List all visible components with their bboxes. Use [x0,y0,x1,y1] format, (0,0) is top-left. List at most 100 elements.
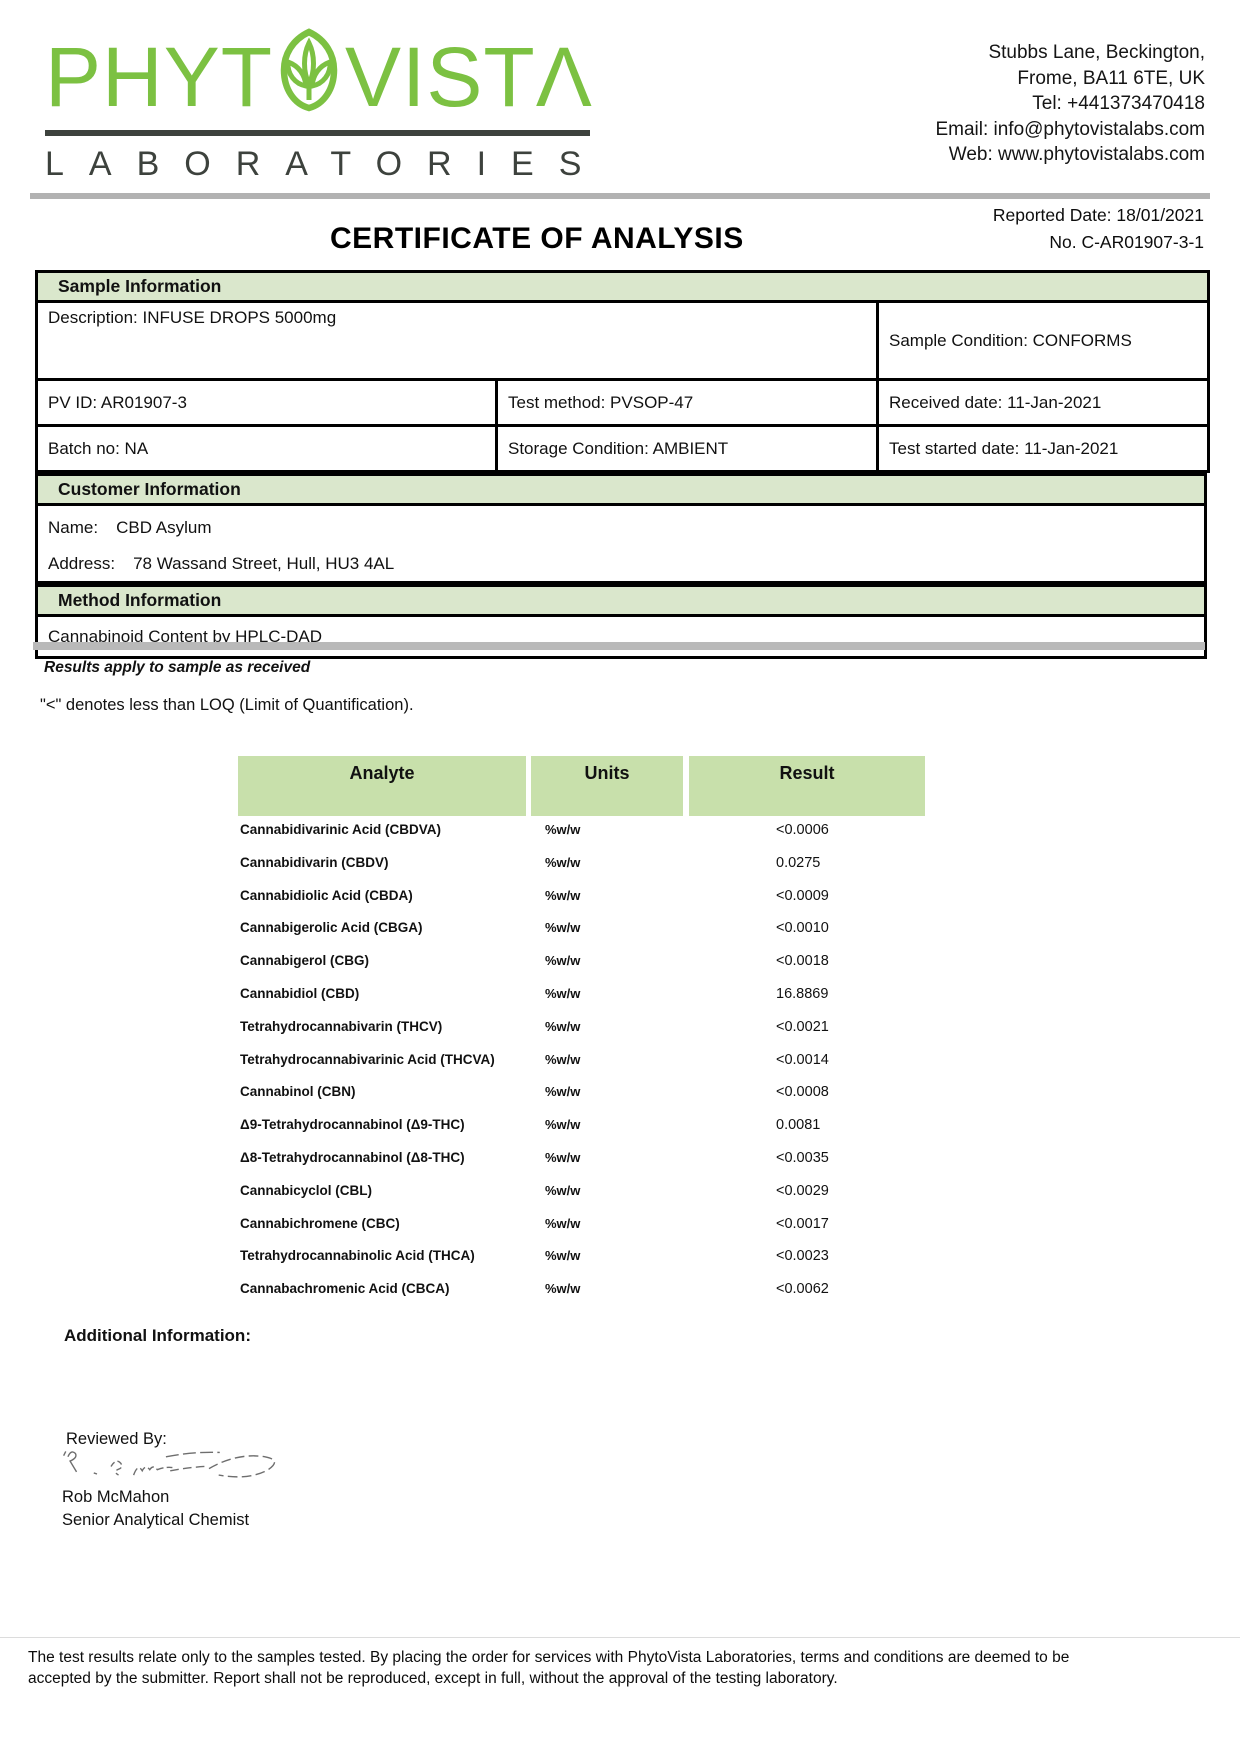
customer-name-line: Name: CBD Asylum [48,518,1194,538]
analyte-name: Δ8-Tetrahydrocannabinol (Δ8-THC) [240,1149,465,1165]
phytovista-logo: PHYT VIST Λ LABORATORIES [45,28,605,184]
test-method: Test method: PVSOP-47 [495,378,879,427]
result-value: <0.0062 [776,1281,829,1298]
results-table-body: Cannabidivarinic Acid (CBDVA) %w/w <0.00… [238,822,925,1314]
sample-information-table: Sample Information Description: INFUSE D… [35,270,1210,473]
logo-text-last: Λ [535,29,593,124]
test-started-date: Test started date: 11-Jan-2021 [876,424,1210,473]
analyte-name: Δ9-Tetrahydrocannabinol (Δ9-THC) [240,1117,465,1133]
table-row: Cannabigerolic Acid (CBGA) %w/w <0.0010 [238,920,925,953]
analyte-name: Cannabidivarinic Acid (CBDVA) [240,822,442,837]
contact-email: Email: info@phytovistalabs.com [935,118,1205,140]
reviewer-name: Rob McMahon [62,1488,170,1506]
page-title: CERTIFICATE OF ANALYSIS [330,222,744,255]
sample-condition: Sample Condition: CONFORMS [876,300,1210,381]
results-table-header: Analyte Units Result [238,756,925,816]
logo-text-pre: PHYT [45,29,274,124]
customer-information-heading: Customer Information [35,473,1207,506]
analyte-name: Cannabinol (CBN) [240,1084,356,1100]
analyte-name: Cannabicyclol (CBL) [240,1182,373,1198]
table-row: Tetrahydrocannabivarinic Acid (THCVA) %w… [238,1052,925,1085]
column-header-analyte: Analyte [238,756,526,816]
analyte-name: Cannabichromene (CBC) [240,1215,400,1231]
customer-name-label: Name: [48,518,99,537]
contact-phone: Tel: +441373470418 [1032,93,1205,114]
table-row: Cannabidivarin (CBDV) %w/w 0.0275 [238,855,925,888]
units-value: %w/w [545,1182,581,1198]
table-row: Δ9-Tetrahydrocannabinol (Δ9-THC) %w/w 0.… [238,1117,925,1150]
analyte-name: Cannabidivarin (CBDV) [240,854,389,870]
result-value: <0.0008 [776,1084,829,1101]
leaf-icon [276,28,342,125]
customer-name: CBD Asylum [116,518,212,537]
footer-disclaimer: The test results relate only to the samp… [28,1649,1070,1687]
header-divider [30,193,1210,199]
customer-address-line: Address: 78 Wassand Street, Hull, HU3 4AL [48,554,1194,574]
result-value: <0.0009 [776,887,829,904]
table-row: Cannabinol (CBN) %w/w <0.0008 [238,1084,925,1117]
table-row: Cannabidiol (CBD) %w/w 16.8869 [238,986,925,1019]
analyte-name: Tetrahydrocannabivarinic Acid (THCVA) [240,1051,495,1067]
information-tables: Sample Information Description: INFUSE D… [35,270,1210,659]
analyte-name: Cannabigerolic Acid (CBGA) [240,920,423,936]
units-value: %w/w [545,920,581,936]
analyte-name: Cannabidiol (CBD) [240,985,360,1001]
units-value: %w/w [545,1117,581,1133]
document-meta: Reported Date: 18/01/2021 No. C-AR01907-… [993,202,1204,256]
method-information-heading: Method Information [35,584,1207,617]
units-value: %w/w [545,1215,581,1231]
units-value: %w/w [545,887,581,903]
logo-divider [45,130,590,136]
result-value: <0.0017 [776,1215,829,1232]
analyte-name: Tetrahydrocannabivarin (THCV) [240,1018,443,1034]
method-description: Cannabinoid Content by HPLC-DAD [35,614,1207,659]
table-row: Cannabicyclol (CBL) %w/w <0.0029 [238,1183,925,1216]
table-row: Tetrahydrocannabivarin (THCV) %w/w <0.00… [238,1019,925,1052]
customer-address: 78 Wassand Street, Hull, HU3 4AL [133,554,395,573]
units-value: %w/w [545,1051,581,1067]
result-value: <0.0014 [776,1051,829,1068]
units-value: %w/w [545,1281,581,1297]
result-value: <0.0018 [776,953,829,970]
method-information-table: Method Information Cannabinoid Content b… [35,584,1207,659]
reviewer-title: Senior Analytical Chemist [62,1511,250,1529]
sample-information-heading: Sample Information [35,270,1210,303]
units-value: %w/w [545,1248,581,1264]
units-value: %w/w [545,1149,581,1165]
table-row: Cannabigerol (CBG) %w/w <0.0018 [238,953,925,986]
result-value: <0.0035 [776,1149,829,1166]
table-row: Cannabichromene (CBC) %w/w <0.0017 [238,1216,925,1249]
result-value: 0.0275 [776,854,821,871]
analyte-name: Tetrahydrocannabinolic Acid (THCA) [240,1248,475,1264]
sample-description: Description: INFUSE DROPS 5000mg [35,300,879,381]
section-divider [33,642,1205,650]
table-row: Cannabachromenic Acid (CBCA) %w/w <0.006… [238,1281,925,1314]
result-value: <0.0010 [776,920,829,937]
result-value: <0.0023 [776,1248,829,1265]
units-value: %w/w [545,854,581,870]
additional-information-label: Additional Information: [64,1326,251,1345]
loq-note: "<" denotes less than LOQ (Limit of Quan… [40,696,414,714]
logo-text-mid: VIST [345,29,536,124]
contact-web: Web: www.phytovistalabs.com [948,144,1205,165]
column-header-result: Result [689,756,925,816]
lab-contact-block: Stubbs Lane, Beckington, Frome, BA11 6TE… [935,40,1205,168]
batch-no: Batch no: NA [35,424,498,473]
units-value: %w/w [545,953,581,969]
result-value: 0.0081 [776,1117,821,1134]
contact-address-line1: Stubbs Lane, Beckington, [988,42,1205,63]
table-row: Cannabidivarinic Acid (CBDVA) %w/w <0.00… [238,822,925,855]
result-value: <0.0021 [776,1018,829,1035]
reviewed-by-label: Reviewed By: [66,1430,167,1448]
logo-subtitle: LABORATORIES [45,145,590,183]
result-value: 16.8869 [776,985,829,1002]
units-value: %w/w [545,1018,581,1034]
units-value: %w/w [545,822,581,837]
contact-address-line2: Frome, BA11 6TE, UK [1017,67,1205,89]
customer-details: Name: CBD Asylum Address: 78 Wassand Stree… [35,503,1207,584]
footer-divider [0,1637,1240,1638]
certificate-number: No. C-AR01907-3-1 [1049,232,1204,252]
table-row: Δ8-Tetrahydrocannabinol (Δ8-THC) %w/w <0… [238,1150,925,1183]
logo-wordmark: PHYT VIST Λ [45,28,605,125]
